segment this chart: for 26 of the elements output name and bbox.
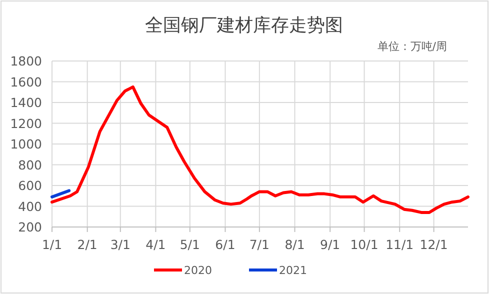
y-tick-label: 1000: [10, 136, 42, 152]
x-tick-label: 12/1: [420, 237, 448, 252]
x-tick-label: 1/1: [42, 237, 62, 252]
x-tick-label: 7/1: [249, 237, 270, 252]
legend-label: 2020: [184, 264, 212, 277]
y-tick-label: 200: [18, 220, 42, 234]
x-tick-label: 5/1: [180, 237, 200, 252]
chart-title: 全国钢厂建材库存走势图: [145, 15, 343, 36]
x-tick-label: 10/1: [350, 237, 378, 252]
x-tick-label: 8/1: [284, 237, 305, 252]
line-series: [50, 85, 470, 214]
y-tick-label: 1400: [10, 95, 42, 110]
x-tick-label: 11/1: [386, 237, 414, 252]
x-tick-label: 2/1: [77, 237, 98, 252]
x-tick-label: 6/1: [215, 237, 236, 252]
legend-label: 2021: [279, 264, 307, 277]
y-tick-label: 1200: [10, 116, 42, 131]
y-tick-label: 1600: [10, 74, 42, 90]
x-tick-label: 9/1: [320, 237, 340, 252]
text: 单位：万吨/周: [377, 40, 447, 53]
x-tick-label: 3/1: [110, 237, 130, 252]
y-tick-label: 600: [18, 178, 42, 193]
y-tick-label: 400: [18, 198, 42, 214]
y-tick-label: 1800: [10, 54, 42, 68]
x-tick-label: 4/1: [146, 237, 166, 252]
y-tick-label: 800: [18, 157, 42, 172]
